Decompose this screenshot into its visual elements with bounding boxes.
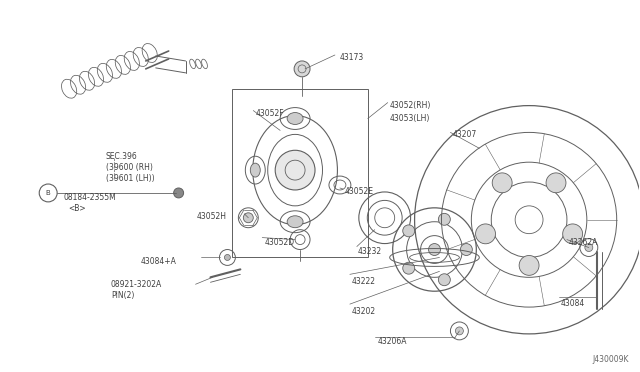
Ellipse shape [287, 113, 303, 125]
Text: 08184-2355M: 08184-2355M [63, 193, 116, 202]
Text: 43052D: 43052D [264, 238, 294, 247]
Circle shape [438, 214, 451, 225]
Ellipse shape [250, 163, 260, 177]
Circle shape [476, 224, 495, 244]
Circle shape [492, 173, 512, 193]
Text: B: B [46, 190, 51, 196]
Text: 08921-3202A: 08921-3202A [111, 280, 162, 289]
Circle shape [403, 225, 415, 237]
Circle shape [585, 244, 593, 251]
Text: PIN(2): PIN(2) [111, 291, 134, 300]
Circle shape [456, 327, 463, 335]
Circle shape [403, 262, 415, 274]
Circle shape [243, 213, 253, 223]
Text: 43052E: 43052E [345, 187, 374, 196]
Ellipse shape [287, 216, 303, 228]
Text: 43052H: 43052H [196, 212, 227, 221]
Circle shape [460, 244, 472, 256]
Circle shape [429, 244, 440, 256]
Text: 43084+A: 43084+A [141, 257, 177, 266]
Text: SEC.396: SEC.396 [106, 152, 138, 161]
Text: 43207: 43207 [452, 131, 477, 140]
Text: <B>: <B> [68, 204, 86, 213]
Text: 43052(RH): 43052(RH) [390, 101, 431, 110]
Text: 43053(LH): 43053(LH) [390, 113, 430, 122]
Circle shape [39, 184, 57, 202]
Text: (39601 (LH)): (39601 (LH)) [106, 174, 154, 183]
Text: J430009K: J430009K [592, 355, 628, 364]
Circle shape [275, 150, 315, 190]
Text: 43052F: 43052F [255, 109, 284, 118]
Text: 43262A: 43262A [569, 238, 598, 247]
Text: (39600 (RH): (39600 (RH) [106, 163, 153, 172]
Text: 43206A: 43206A [378, 337, 407, 346]
Circle shape [563, 224, 582, 244]
Circle shape [294, 61, 310, 77]
Circle shape [438, 274, 451, 286]
Text: 43232: 43232 [358, 247, 382, 256]
Text: 43084: 43084 [561, 299, 585, 308]
Text: 43222: 43222 [352, 277, 376, 286]
Circle shape [173, 188, 184, 198]
Circle shape [546, 173, 566, 193]
Circle shape [519, 256, 539, 275]
Text: 43202: 43202 [352, 307, 376, 316]
Circle shape [225, 254, 230, 260]
Text: 43173: 43173 [340, 53, 364, 62]
